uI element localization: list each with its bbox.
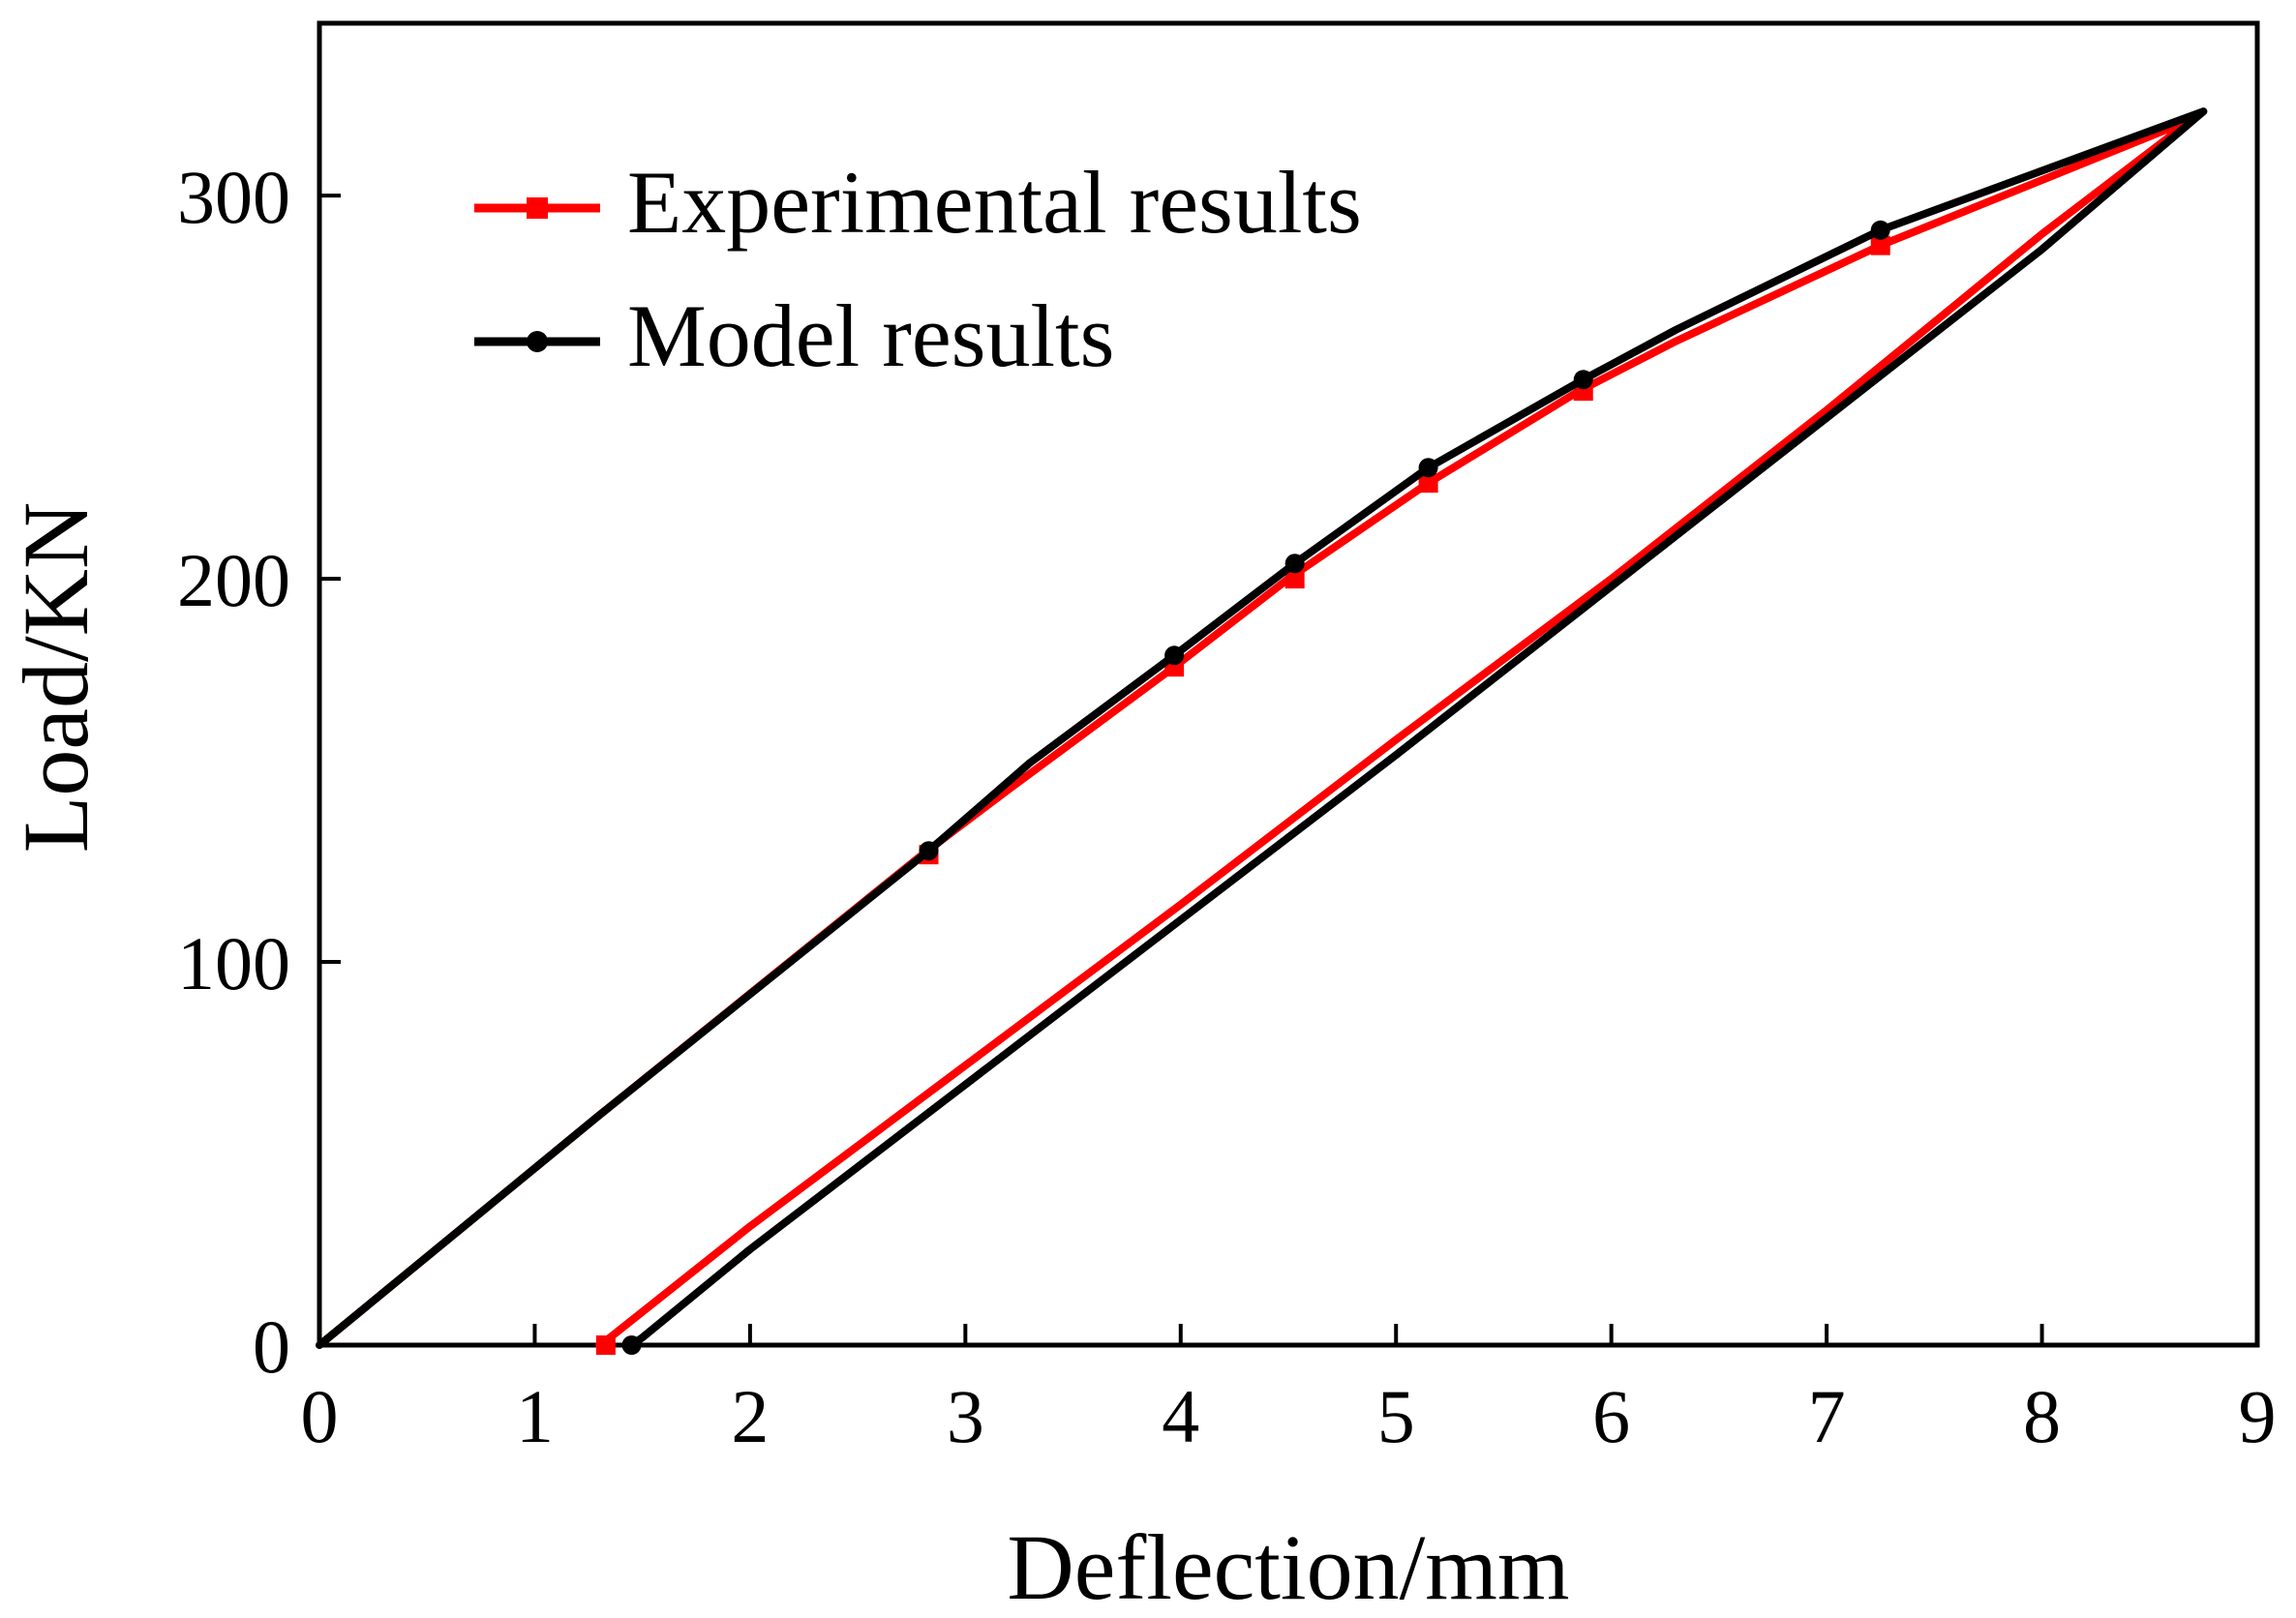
x-tick-label: 5: [1377, 1374, 1415, 1458]
data-point-model: [919, 841, 939, 861]
series-layer: [316, 107, 2208, 1355]
x-tick-label: 6: [1592, 1374, 1630, 1458]
data-point-experimental: [1870, 235, 1890, 255]
x-tick-label: 4: [1162, 1374, 1199, 1458]
x-tick-label: 9: [2239, 1374, 2277, 1458]
y-tick-label: 100: [177, 921, 290, 1005]
legend-label-model: Model results: [627, 286, 1114, 385]
legend-label-experimental: Experimental results: [627, 153, 1362, 252]
data-point-model: [1164, 645, 1185, 666]
y-axis: 0 100 200 300: [177, 155, 341, 1389]
y-axis-title: Load/KN: [4, 502, 107, 854]
series-line-experimental: [316, 115, 2197, 1349]
legend-circle-marker: [527, 331, 548, 352]
legend-item-model: Model results: [474, 286, 1114, 385]
x-tick-label: 7: [1808, 1374, 1846, 1458]
x-axis-title: Deflection/mm: [1007, 1515, 1569, 1618]
x-tick-label: 0: [301, 1374, 339, 1458]
data-point-experimental: [595, 1335, 616, 1355]
y-tick-label: 0: [253, 1304, 290, 1389]
data-point-model: [621, 1335, 642, 1355]
series-line-model: [316, 107, 2208, 1349]
plot-frame: [317, 20, 2260, 1348]
x-tick-label: 3: [947, 1374, 984, 1458]
x-tick-label: 2: [731, 1374, 769, 1458]
y-tick-label: 300: [177, 155, 290, 239]
data-point-model: [1870, 220, 1890, 240]
data-point-experimental: [1284, 569, 1305, 589]
legend-item-experimental: Experimental results: [474, 153, 1362, 252]
x-tick-label: 8: [2023, 1374, 2061, 1458]
x-axis: 0 1 2 3 4 5 6 7 8 9: [301, 1324, 2277, 1458]
y-tick-label: 200: [177, 538, 290, 622]
data-point-experimental: [1418, 473, 1438, 494]
legend: Experimental results Model results: [474, 153, 1362, 385]
data-point-model: [1418, 458, 1438, 478]
legend-square-marker: [527, 197, 548, 219]
data-point-model: [1573, 370, 1593, 390]
x-tick-label: 1: [516, 1374, 554, 1458]
data-point-model: [1284, 554, 1305, 574]
